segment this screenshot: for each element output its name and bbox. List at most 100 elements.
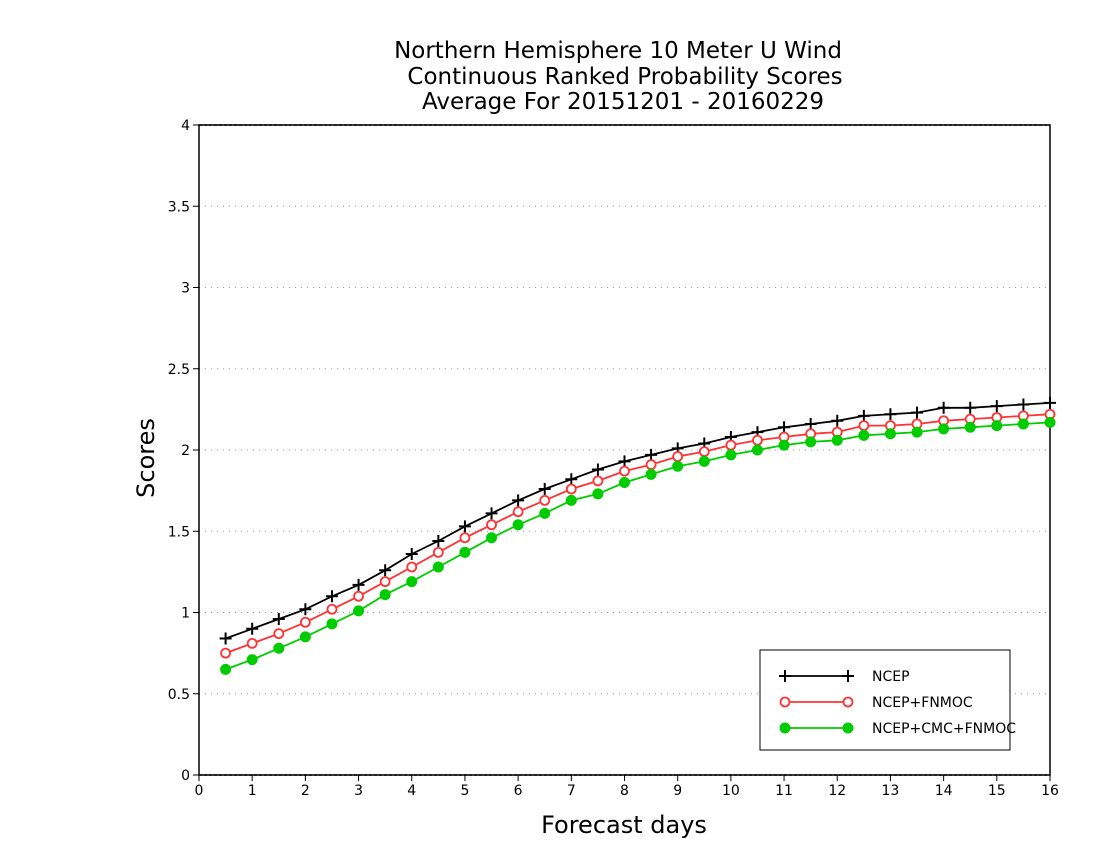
data-point-marker	[459, 532, 471, 544]
data-point-marker	[618, 455, 631, 468]
y-tick-label: 4	[181, 118, 190, 134]
data-point-marker	[911, 406, 924, 419]
axes: 00.511.522.533.540 1 2 3 4 5 6 7 8 9 10 11 12 13 14 15 1…	[168, 118, 1059, 799]
data-point-marker	[964, 401, 977, 414]
data-point-marker	[379, 576, 391, 588]
data-point-marker	[273, 642, 285, 654]
x-tick-label: 0	[195, 783, 204, 799]
data-point-marker	[405, 548, 418, 560]
data-point-marker	[220, 663, 232, 675]
data-point-marker	[645, 448, 658, 461]
data-point-marker	[272, 613, 285, 625]
data-point-marker	[672, 451, 684, 462]
data-point-marker	[219, 632, 232, 645]
data-point-marker	[565, 483, 577, 495]
data-point-marker	[432, 535, 445, 547]
data-point-marker	[591, 463, 604, 476]
legend-item: NCEP+FNMOC	[779, 695, 973, 711]
data-point-marker	[299, 603, 312, 616]
data-point-marker	[645, 468, 657, 480]
data-point-marker	[486, 519, 497, 531]
data-point-marker	[842, 670, 854, 682]
legend-box	[759, 649, 1011, 751]
series-ncep-fnmoc	[220, 408, 1056, 659]
data-point-marker	[485, 507, 498, 520]
x-tick-label: 14	[935, 783, 953, 799]
legend-item: NCEP	[779, 669, 910, 685]
y-tick-label: 1.5	[168, 524, 190, 540]
data-point-marker	[299, 616, 311, 628]
data-point-marker	[911, 426, 923, 438]
x-axis-label: Forecast days	[541, 811, 707, 839]
data-point-marker	[752, 434, 763, 446]
data-point-marker	[938, 423, 950, 435]
legend-label: NCEP+CMC+FNMOC	[872, 721, 1016, 737]
data-point-marker	[565, 473, 578, 486]
data-point-marker	[805, 436, 817, 448]
x-tick-label: 1	[248, 783, 257, 799]
data-point-marker	[273, 628, 285, 640]
data-point-marker	[619, 477, 630, 488]
data-point-marker	[406, 561, 418, 573]
legend-label: NCEP	[872, 669, 910, 685]
data-point-marker	[884, 428, 896, 440]
x-tick-label: 3	[354, 783, 363, 799]
data-point-marker	[246, 637, 258, 649]
chart-title: Northern Hemisphere 10 Meter U Wind Cont…	[394, 38, 843, 115]
data-point-marker	[512, 519, 524, 531]
data-point-marker	[991, 420, 1003, 432]
data-point-marker	[353, 605, 365, 617]
y-tick-label: 3	[181, 281, 190, 297]
data-point-marker	[1017, 398, 1030, 411]
data-point-marker	[486, 532, 498, 544]
data-point-marker	[842, 696, 854, 708]
data-point-marker	[779, 670, 791, 682]
data-point-marker	[432, 546, 444, 558]
data-point-marker	[672, 460, 684, 472]
data-point-marker	[779, 722, 791, 734]
data-point-marker	[804, 418, 817, 430]
data-point-marker	[538, 483, 551, 495]
data-point-marker	[326, 618, 338, 630]
chart-title-line-2: Continuous Ranked Probability Scores	[407, 64, 842, 90]
data-point-marker	[990, 400, 1003, 413]
data-point-marker	[884, 408, 897, 421]
data-point-marker	[512, 494, 525, 507]
data-point-marker	[539, 507, 551, 519]
data-point-marker	[645, 459, 657, 471]
data-point-marker	[406, 576, 418, 588]
data-point-marker	[1017, 418, 1029, 430]
x-tick-label: 15	[988, 783, 1006, 799]
x-tick-label: 12	[828, 783, 846, 799]
data-point-marker	[1044, 416, 1056, 428]
y-axis-label: Scores	[132, 418, 160, 498]
data-point-marker	[698, 455, 710, 467]
data-point-marker	[937, 401, 950, 414]
series-line	[225, 402, 1051, 640]
data-point-marker	[698, 446, 710, 458]
data-point-marker	[842, 722, 854, 734]
data-point-marker	[220, 647, 231, 659]
series-ncep	[219, 396, 1056, 645]
y-tick-label: 0.5	[168, 687, 190, 703]
x-tick-label: 8	[620, 783, 629, 799]
x-tick-label: 5	[460, 783, 469, 799]
x-tick-label: 10	[722, 783, 740, 799]
data-point-marker	[565, 494, 577, 506]
chart-title-line-1: Northern Hemisphere 10 Meter U Wind	[394, 38, 842, 64]
data-point-marker	[379, 589, 391, 601]
y-tick-label: 2.5	[168, 362, 190, 378]
x-tick-label: 9	[673, 783, 682, 799]
x-tick-label: 16	[1041, 783, 1059, 799]
data-point-marker	[539, 494, 551, 506]
data-point-marker	[778, 439, 790, 451]
data-point-marker	[831, 434, 843, 446]
y-tick-label: 2	[181, 443, 190, 459]
data-point-marker	[325, 590, 338, 603]
data-point-marker	[299, 631, 311, 643]
data-point-marker	[778, 421, 791, 434]
data-point-marker	[592, 488, 604, 500]
data-point-marker	[379, 564, 392, 577]
data-point-marker	[725, 449, 737, 461]
